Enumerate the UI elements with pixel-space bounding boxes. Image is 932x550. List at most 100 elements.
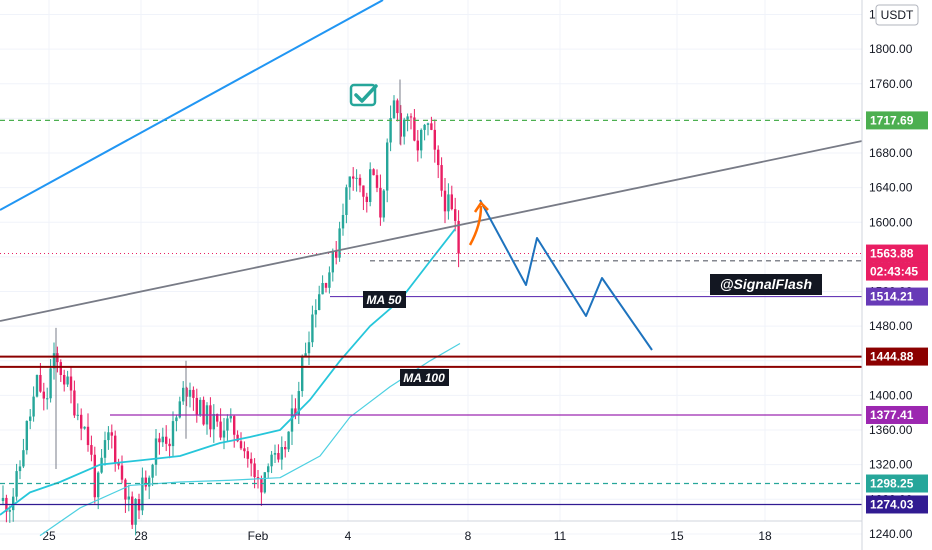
candle xyxy=(392,95,396,120)
candle-body xyxy=(168,443,171,447)
candle xyxy=(216,413,219,427)
candle xyxy=(233,414,236,448)
ma100-label-text: MA 100 xyxy=(403,371,445,385)
candle-body xyxy=(46,398,49,400)
candle-body xyxy=(358,177,362,186)
candle-body xyxy=(127,496,130,500)
candle xyxy=(369,162,372,207)
candle-body xyxy=(338,228,341,258)
candle xyxy=(56,346,59,373)
candle xyxy=(433,119,436,163)
x-tick-label: Feb xyxy=(248,529,269,543)
tag-level-1444-bg xyxy=(866,347,928,366)
candle-body xyxy=(226,418,229,431)
candle xyxy=(287,431,290,453)
candle xyxy=(144,470,147,491)
candle xyxy=(100,449,103,474)
candle xyxy=(338,221,341,262)
candle-body xyxy=(154,438,158,465)
candle xyxy=(345,184,348,224)
candle-body xyxy=(250,458,253,464)
candle-body xyxy=(120,465,124,480)
candle xyxy=(73,380,76,418)
candle-body xyxy=(372,169,375,176)
currency-badge[interactable]: USDT xyxy=(875,4,919,26)
candle xyxy=(457,210,460,268)
blue-trendline xyxy=(0,0,384,211)
candle-body xyxy=(222,430,226,438)
candle xyxy=(127,484,130,512)
candle-body xyxy=(202,399,205,425)
candle-body xyxy=(304,353,307,358)
y-tick-label: 1240.00 xyxy=(869,527,913,541)
candle-body xyxy=(287,431,290,450)
candle-body xyxy=(430,123,433,130)
candle-body xyxy=(413,117,416,141)
candle-body xyxy=(42,391,45,399)
candle-body xyxy=(263,472,266,493)
candle-body xyxy=(178,401,181,418)
candle xyxy=(437,145,440,179)
candle xyxy=(25,420,28,455)
candle-body xyxy=(52,353,56,369)
candle xyxy=(409,113,413,130)
x-tick-label: 28 xyxy=(134,529,148,543)
candle-body xyxy=(290,408,294,432)
check-icon xyxy=(349,83,378,107)
candle-body xyxy=(355,177,358,179)
candle xyxy=(222,417,226,450)
candle-body xyxy=(158,438,161,443)
candle xyxy=(195,388,198,423)
candle-body xyxy=(144,477,147,487)
candle-body xyxy=(165,436,168,444)
tag-resistance-bg xyxy=(866,111,928,130)
reversal-arrow-head xyxy=(473,201,489,213)
y-tick-label: 1680.00 xyxy=(869,146,913,160)
candle xyxy=(212,404,215,443)
candle-body xyxy=(386,142,389,191)
candle-body xyxy=(426,123,430,125)
candle-body xyxy=(141,477,144,511)
grid xyxy=(0,0,862,535)
candle xyxy=(219,408,222,441)
candle xyxy=(382,188,385,222)
candle xyxy=(161,427,164,447)
candle-body xyxy=(63,375,66,385)
drawings xyxy=(0,0,863,351)
candle-body xyxy=(294,408,297,415)
candle-body xyxy=(97,472,100,498)
candle xyxy=(311,305,314,348)
candle-body xyxy=(409,116,413,118)
x-tick-label: 25 xyxy=(42,529,56,543)
candle-body xyxy=(321,283,324,295)
price-tags: 1717.691555.521514.211444.881377.411298.… xyxy=(866,111,928,514)
y-tick-label: 1480.00 xyxy=(869,319,913,333)
candle xyxy=(375,169,379,193)
candle xyxy=(175,414,178,432)
tag-level-1377-text: 1377.41 xyxy=(870,408,914,422)
candle-body xyxy=(396,100,399,114)
candle-body xyxy=(307,342,311,354)
candle xyxy=(440,157,443,197)
candle xyxy=(80,408,83,441)
candle-body xyxy=(219,421,222,438)
candle xyxy=(46,387,49,410)
y-tick-label: 1760.00 xyxy=(869,77,913,91)
candle xyxy=(365,192,368,213)
candle-body xyxy=(12,496,15,511)
candle-body xyxy=(182,387,185,402)
candle xyxy=(403,117,406,145)
candle xyxy=(358,174,362,193)
candle xyxy=(399,105,402,146)
candle-body xyxy=(1,497,5,502)
candle-body xyxy=(311,314,314,343)
candle-body xyxy=(447,194,450,212)
candle xyxy=(260,475,263,506)
candle xyxy=(396,98,399,122)
candle xyxy=(83,426,86,430)
candle xyxy=(110,424,113,449)
tag-countdown: 02:43:45 xyxy=(866,262,928,281)
candle-body xyxy=(69,376,73,391)
tag-resistance-text: 1717.69 xyxy=(870,113,914,127)
